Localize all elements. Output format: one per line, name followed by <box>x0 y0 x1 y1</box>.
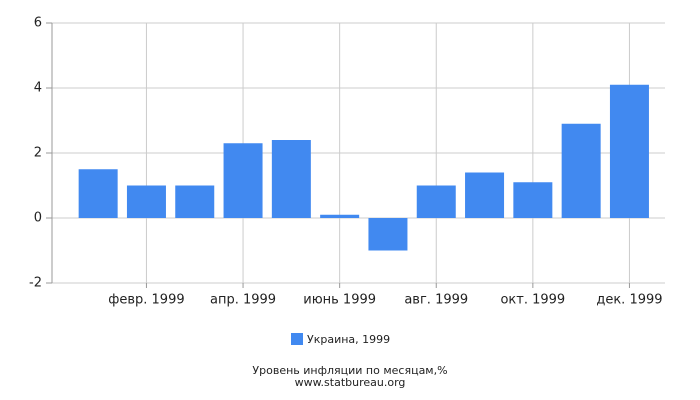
bar <box>78 169 118 218</box>
y-tick-label: 2 <box>34 146 42 161</box>
x-tick-label: дек. 1999 <box>596 293 662 308</box>
x-tick-label: окт. 1999 <box>500 293 565 308</box>
x-tick-label: авг. 1999 <box>404 293 468 308</box>
bar <box>513 182 553 218</box>
bar <box>561 123 601 218</box>
bar <box>126 185 166 218</box>
bar <box>320 214 360 218</box>
x-tick-label: февр. 1999 <box>108 293 184 308</box>
bar <box>223 143 263 218</box>
bar <box>368 218 408 251</box>
y-tick-label: 6 <box>34 16 42 31</box>
bar <box>271 140 311 218</box>
y-tick-label: 4 <box>34 81 42 96</box>
y-tick-label: 0 <box>34 211 42 226</box>
bar <box>609 84 649 218</box>
legend-swatch <box>291 333 303 345</box>
bar <box>416 185 456 218</box>
chart-title: Уровень инфляции по месяцам,% <box>252 364 447 377</box>
y-tick-label: -2 <box>29 276 42 291</box>
x-tick-label: июнь 1999 <box>303 293 376 308</box>
bar <box>465 172 505 218</box>
x-tick-label: апр. 1999 <box>210 293 276 308</box>
bar <box>175 185 215 218</box>
source: www.statbureau.org <box>295 376 406 389</box>
legend-label: Украина, 1999 <box>307 333 390 346</box>
